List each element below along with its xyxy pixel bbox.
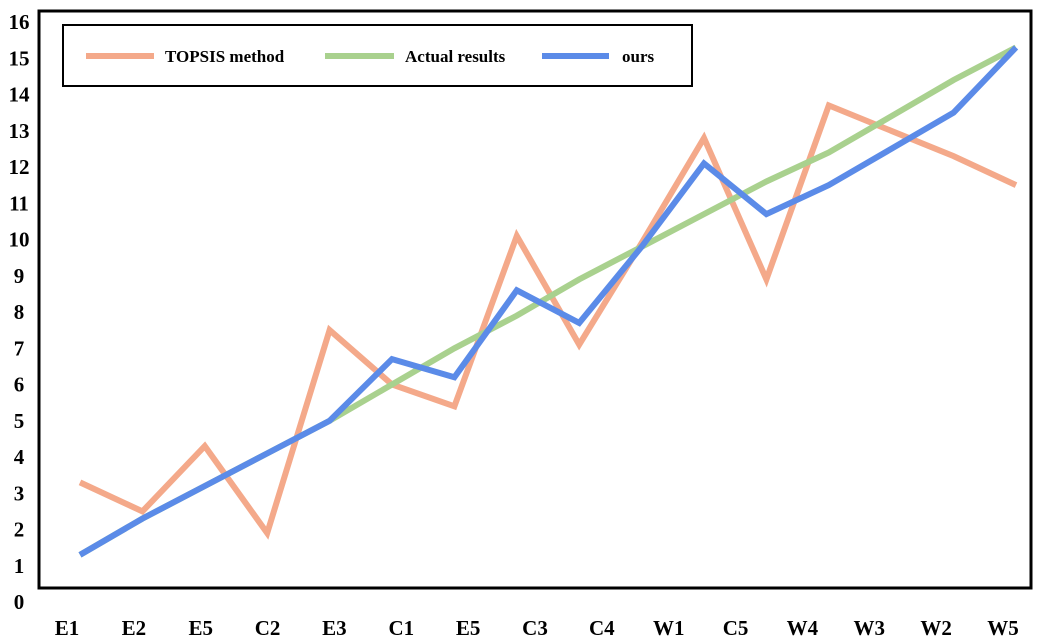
legend: TOPSIS method Actual results ours [62,24,693,87]
y-tick-label: 10 [9,228,30,252]
y-tick-label: 14 [9,83,31,107]
x-tick-label: E1 [55,616,80,640]
y-tick-label: 4 [14,445,25,469]
y-tick-label: 16 [9,10,30,34]
y-tick-label: 2 [14,518,25,542]
y-tick-label: 9 [14,264,25,288]
x-tick-label: E2 [122,616,147,640]
y-tick-label: 13 [9,119,30,143]
y-tick-label: 1 [14,554,25,578]
series-line-topsis-method [78,101,1018,540]
x-axis-tick-labels: E1 E2 E5 C2 E3 C1 E5 C3 C4 W1 C5 W4 W3 W2 W5 [55,616,1019,640]
y-tick-label: 11 [9,191,29,215]
x-tick-label: C5 [723,616,749,640]
plot-frame [37,9,1033,590]
y-tick-label: 15 [9,46,30,70]
x-tick-label: W3 [854,616,886,640]
y-tick-label: 7 [14,336,25,360]
y-tick-label: 3 [14,481,25,505]
y-tick-label: 6 [14,373,25,397]
x-tick-label: C1 [388,616,414,640]
y-tick-label: 0 [14,590,25,614]
legend-label-topsis-method: TOPSIS method [165,47,285,66]
x-tick-label: E5 [456,616,481,640]
x-tick-label: W1 [653,616,685,640]
x-tick-label: W5 [987,616,1019,640]
x-tick-label: E3 [322,616,347,640]
x-tick-label: C3 [522,616,548,640]
series-line-ours [78,45,1019,558]
series-layer [78,44,1019,558]
y-tick-label: 8 [14,300,25,324]
x-tick-label: C4 [589,616,615,640]
y-tick-label: 5 [14,409,25,433]
legend-label-ours: ours [622,47,655,66]
y-tick-label: 12 [9,155,30,179]
x-tick-label: W4 [787,616,819,640]
x-tick-label: E5 [188,616,213,640]
legend-label-actual-results: Actual results [405,47,506,66]
x-tick-label: C2 [255,616,281,640]
x-tick-label: W2 [920,616,952,640]
